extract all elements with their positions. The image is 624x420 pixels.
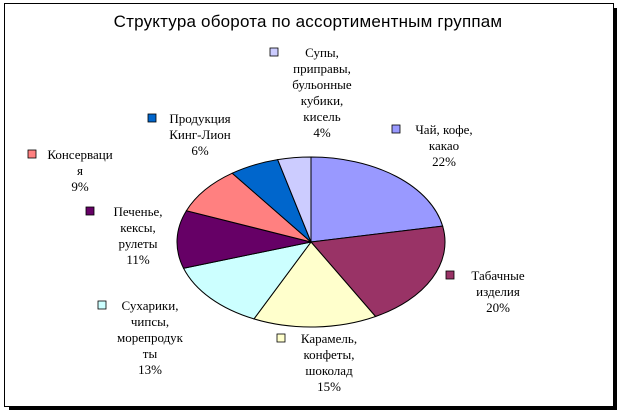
slice-name-label: Чай, кофе, <box>415 122 472 137</box>
legend-swatch-4 <box>97 300 107 310</box>
slice-name-label: чипсы, <box>131 314 169 329</box>
slice-name-label: изделия <box>476 284 520 299</box>
slice-name-label: Консерваци <box>47 147 112 162</box>
slice-name-label: ты <box>143 346 158 361</box>
slice-name-label: шоколад <box>305 363 353 378</box>
slice-name-label: бульонные <box>292 77 352 92</box>
slice-name-label: Продукция <box>169 111 230 126</box>
legend-swatch-1 <box>391 124 401 134</box>
legend-swatch-6 <box>27 149 37 159</box>
slice-percent-label: 11% <box>126 252 150 267</box>
pie-slice-1 <box>310 156 444 243</box>
slice-name-label: кубики, <box>301 93 344 108</box>
pie-slices <box>176 156 446 328</box>
slice-percent-label: 15% <box>317 379 341 394</box>
slice-name-label: Табачные <box>471 268 524 283</box>
pie-slice-3 <box>253 241 377 328</box>
slice-name-label: кисель <box>303 109 340 124</box>
slice-name-label: рулеты <box>119 236 158 251</box>
slice-name-label: конфеты, <box>304 347 355 362</box>
slice-name-label: морепродук <box>117 330 184 345</box>
legend-swatch-7 <box>147 113 157 123</box>
slice-percent-label: 4% <box>313 125 331 140</box>
chart-title: Структура оборота по ассортиментным груп… <box>113 12 503 31</box>
slice-name-label: Сухарики, <box>122 298 179 313</box>
slice-percent-label: 9% <box>71 179 89 194</box>
slice-name-label: кексы, <box>120 220 156 235</box>
slice-percent-label: 13% <box>138 362 162 377</box>
pie-slice-4 <box>182 241 313 320</box>
slice-percent-label: 20% <box>486 300 510 315</box>
slice-name-label: Печенье, <box>113 204 162 219</box>
slice-name-label: я <box>77 163 83 178</box>
slice-name-label: приправы, <box>293 61 351 76</box>
slice-name-label: Кинг-Лион <box>169 127 231 142</box>
pie-slice-2 <box>310 225 446 318</box>
slice-name-label: Карамель, <box>301 331 357 346</box>
legend-swatch-8 <box>269 47 279 57</box>
slice-name-label: какао <box>429 138 459 153</box>
slice-percent-label: 22% <box>432 154 456 169</box>
slice-name-label: Супы, <box>305 45 339 60</box>
pie-slice-8 <box>276 156 312 243</box>
pie-slice-5 <box>176 210 312 269</box>
slice-percent-label: 6% <box>191 143 209 158</box>
legend-swatch-5 <box>85 206 95 216</box>
legend-swatch-2 <box>445 270 455 280</box>
legend-swatch-3 <box>276 333 286 343</box>
